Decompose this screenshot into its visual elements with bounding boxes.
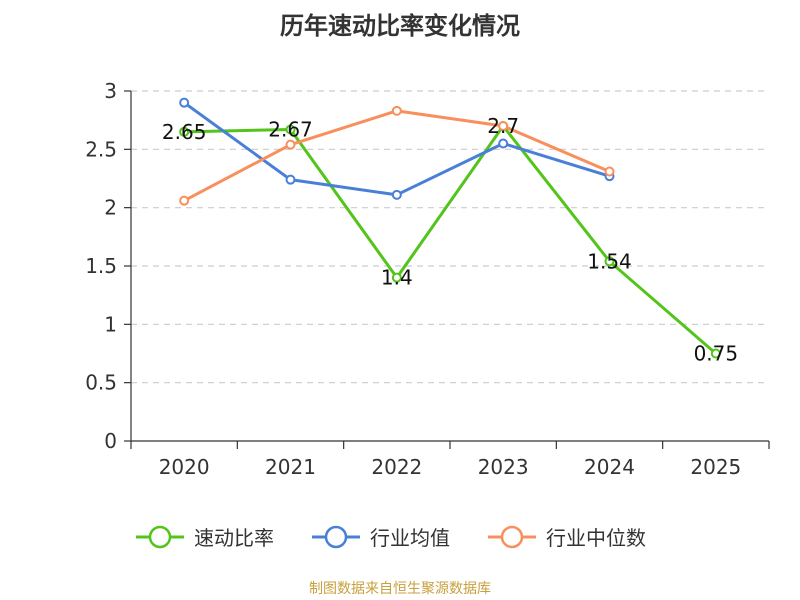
legend-label: 行业均值: [370, 526, 450, 550]
data-point: [285, 139, 296, 150]
data-label: 2.65: [162, 120, 207, 144]
data-label: 2.7: [487, 114, 519, 138]
y-tick-label: 2: [104, 196, 117, 220]
data-point: [391, 105, 402, 116]
grid-lines: [131, 90, 769, 384]
x-tick-label: 2020: [159, 455, 210, 479]
x-tick-label: 2022: [371, 455, 422, 479]
legend-label: 行业中位数: [546, 526, 646, 550]
data-point: [604, 256, 615, 267]
data-point: [498, 121, 509, 131]
x-tick-label: 2023: [478, 455, 529, 479]
source-footer: 制图数据来自恒生聚源数据库: [309, 581, 491, 597]
y-tick-label: 2.5: [85, 137, 117, 161]
y-tick-label: 0: [104, 429, 117, 453]
legend: 速动比率 行业均值 行业中位数: [136, 525, 646, 550]
x-tick-label: 2024: [584, 455, 635, 479]
legend-marker: [324, 525, 348, 549]
data-point: [179, 97, 190, 108]
legend-marker: [148, 525, 172, 549]
data-label: 1.4: [381, 266, 413, 290]
series-group: [179, 97, 721, 359]
data-point: [179, 195, 190, 206]
data-point: [391, 189, 402, 200]
x-tick-label: 2025: [690, 455, 741, 479]
legend-label: 速动比率: [194, 526, 274, 550]
legend-marker: [500, 525, 524, 549]
series-line-1: [184, 124, 717, 355]
data-labels: 2.65 2.67 1.4 2.7 1.54 0.75: [162, 114, 738, 366]
data-point: [285, 174, 296, 185]
data-label: 2.67: [268, 118, 313, 142]
axes: 0 0.5 1 1.5 2 2.5 3 2020 2021 2022 2023 2024 2025: [85, 79, 770, 479]
data-point: [285, 124, 296, 135]
data-label: 1.54: [587, 249, 632, 273]
chart-title: 历年速动比率变化情况: [280, 12, 520, 40]
y-tick-label: 1: [104, 312, 117, 336]
data-label: 0.75: [694, 342, 739, 366]
y-tick-label: 0.5: [85, 371, 117, 395]
x-tick-label: 2021: [265, 455, 316, 479]
data-point: [391, 272, 402, 283]
y-tick-label: 3: [104, 79, 117, 103]
data-point: [498, 138, 509, 149]
data-point: [604, 166, 615, 177]
y-tick-label: 1.5: [85, 254, 117, 278]
data-point: [710, 348, 721, 359]
data-point: [179, 126, 190, 137]
